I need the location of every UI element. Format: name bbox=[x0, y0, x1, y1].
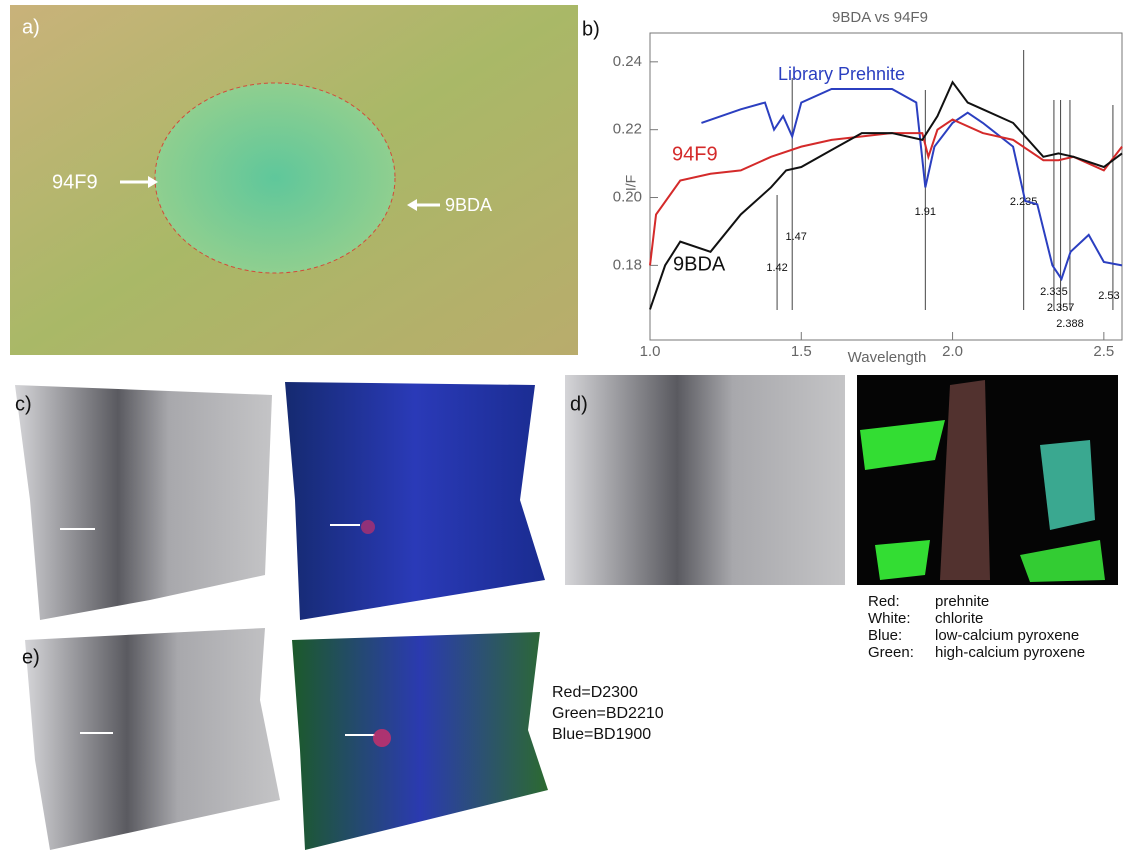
y-tick-label: 0.22 bbox=[613, 121, 642, 138]
patch bbox=[1040, 440, 1095, 530]
band-label: 1.47 bbox=[785, 231, 806, 243]
chart-title: 9BDA vs 94F9 bbox=[832, 9, 928, 26]
image bbox=[25, 628, 280, 850]
band-label: 2.335 bbox=[1040, 286, 1068, 298]
legend-value: high-calcium pyroxene bbox=[935, 644, 1085, 661]
panel-label: c) bbox=[15, 393, 32, 415]
band-label: 1.42 bbox=[766, 262, 787, 274]
x-tick-label: 2.5 bbox=[1093, 343, 1114, 360]
panel-label: b) bbox=[582, 18, 600, 40]
highlight bbox=[373, 729, 391, 747]
highlight bbox=[361, 520, 375, 534]
legend-value: chlorite bbox=[935, 610, 983, 627]
panel-label: e) bbox=[22, 646, 40, 668]
image bbox=[292, 632, 548, 850]
y-tick-label: 0.18 bbox=[613, 256, 642, 273]
legend-value: low-calcium pyroxene bbox=[935, 627, 1079, 644]
legend-key: Green: bbox=[868, 644, 914, 661]
arrow-head bbox=[407, 199, 417, 211]
series-label: 94F9 bbox=[672, 143, 718, 165]
arrow-label: 9BDA bbox=[445, 195, 492, 215]
image bbox=[565, 375, 845, 585]
plot-frame bbox=[649, 32, 1123, 341]
image bbox=[15, 385, 272, 620]
image bbox=[285, 382, 545, 620]
arrow-label: 94F9 bbox=[52, 171, 98, 193]
band-label: 2.53 bbox=[1098, 290, 1119, 302]
y-axis-label: I/F bbox=[623, 175, 639, 191]
series-label: 9BDA bbox=[673, 253, 726, 275]
band-label: 1.91 bbox=[915, 206, 936, 218]
x-tick-label: 1.0 bbox=[640, 343, 661, 360]
panel-label: a) bbox=[22, 16, 40, 38]
y-tick-label: 0.24 bbox=[613, 53, 642, 70]
patch bbox=[875, 540, 930, 580]
legend-item: Green=BD2210 bbox=[552, 705, 664, 722]
band-label: 2.388 bbox=[1056, 318, 1084, 330]
legend-key: Red: bbox=[868, 593, 900, 610]
series-line bbox=[649, 118, 1123, 266]
legend-item: Blue=BD1900 bbox=[552, 726, 651, 743]
series-label: Library Prehnite bbox=[778, 64, 905, 84]
legend-key: Blue: bbox=[868, 627, 902, 644]
x-tick-label: 2.0 bbox=[942, 343, 963, 360]
arrow-head bbox=[148, 176, 158, 188]
x-axis-label: Wavelength bbox=[848, 349, 927, 366]
y-tick-label: 0.20 bbox=[613, 188, 642, 205]
band-label: 2.235 bbox=[1010, 196, 1038, 208]
crater bbox=[154, 82, 396, 274]
legend-value: prehnite bbox=[935, 593, 989, 610]
patch bbox=[940, 380, 990, 580]
series-line bbox=[701, 87, 1123, 282]
band-label: 2.357 bbox=[1047, 302, 1075, 314]
legend-key: White: bbox=[868, 610, 911, 627]
series-line bbox=[649, 80, 1123, 310]
x-tick-label: 1.5 bbox=[791, 343, 812, 360]
patch bbox=[1020, 540, 1105, 582]
panel-label: d) bbox=[570, 393, 588, 415]
patch bbox=[860, 420, 945, 470]
legend-item: Red=D2300 bbox=[552, 684, 638, 701]
